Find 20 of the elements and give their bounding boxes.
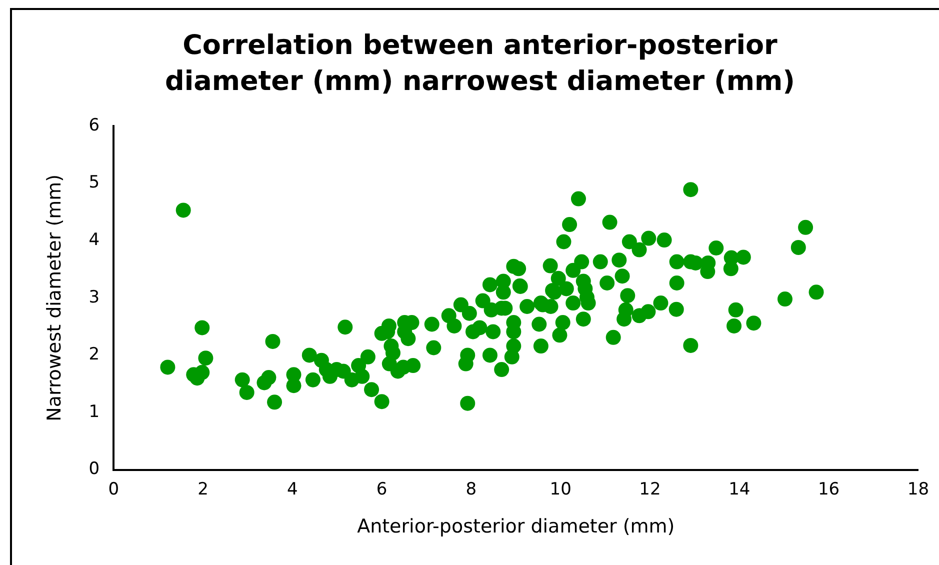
x-tick-label: 4 — [286, 479, 298, 500]
y-axis-title: Narrowest diameter (mm) — [43, 174, 66, 422]
x-tick-label: 12 — [639, 479, 661, 500]
x-tick-label: 16 — [818, 479, 840, 500]
x-tick-label: 2 — [198, 479, 208, 500]
x-tick-label: 8 — [466, 479, 477, 500]
x-tick-label: 10 — [550, 479, 572, 500]
x-axis-title: Anterior-posterior diameter (mm) — [357, 516, 675, 538]
y-tick-label: 2 — [88, 344, 100, 365]
x-tick-label: 0 — [108, 479, 120, 500]
y-tick-label: 6 — [88, 115, 100, 136]
y-tick-label: 1 — [88, 402, 100, 422]
y-tick-label: 5 — [88, 172, 100, 193]
x-tick-label: 14 — [728, 479, 750, 500]
chart-title: Correlation between anterior-posterior diameter (mm) narrowest diameter (mm) — [164, 29, 796, 99]
x-tick-label: 18 — [907, 479, 930, 500]
y-tick-label: 3 — [88, 287, 100, 308]
y-tick-label: 0 — [88, 459, 100, 480]
y-tick-label: 4 — [88, 230, 100, 250]
x-tick-label: 6 — [376, 479, 388, 500]
